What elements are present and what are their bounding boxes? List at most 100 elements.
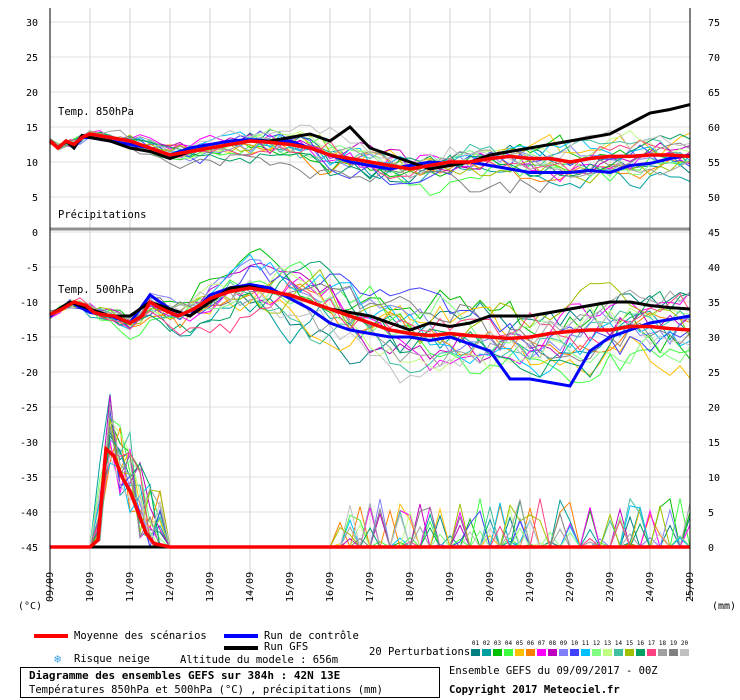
perturbation-swatch: 03	[492, 640, 503, 660]
bottom-left-tick: -10	[20, 298, 38, 309]
bottom-left-tick: -45	[20, 543, 38, 554]
perturbation-code: 03	[493, 640, 502, 647]
x-tick-label: 24/09	[645, 572, 656, 602]
perturbation-code: 11	[581, 640, 590, 647]
perturbation-code: 06	[526, 640, 535, 647]
perturbation-color	[471, 649, 480, 656]
x-tick-label: 15/09	[285, 572, 296, 602]
x-tick-label: 21/09	[525, 572, 536, 602]
ensemble-member-850	[49, 133, 691, 171]
perturbation-color	[680, 649, 689, 656]
top-right-tick: 70	[708, 53, 720, 64]
ensemble-member-500	[49, 266, 691, 372]
legend-mean-swatch	[34, 634, 68, 638]
copyright: Copyright 2017 Meteociel.fr	[449, 684, 620, 696]
top-left-tick: 25	[26, 53, 38, 64]
snowflake-icon: ❄	[54, 652, 62, 666]
perturbation-code: 17	[647, 640, 656, 647]
x-tick-label: 20/09	[485, 572, 496, 602]
precip-label: Précipitations	[58, 209, 147, 221]
bottom-left-tick: -15	[20, 333, 38, 344]
legend-snow-label: Risque neige	[74, 653, 150, 665]
axes: 09/0910/0911/0912/0913/0914/0915/0916/09…	[20, 8, 720, 602]
perturbation-code: 09	[559, 640, 568, 647]
perturbation-code: 05	[515, 640, 524, 647]
perturbation-swatch: 04	[503, 640, 514, 660]
title-box: Diagramme des ensembles GEFS sur 384h : …	[20, 667, 440, 698]
perturbation-swatch: 06	[525, 640, 536, 660]
perturbation-swatch: 20	[679, 640, 690, 660]
perturbation-code: 20	[680, 640, 689, 647]
bottom-right-tick: 10	[708, 473, 720, 484]
perturbation-code: 15	[625, 640, 634, 647]
bottom-right-tick: 45	[708, 228, 720, 239]
perturbation-code: 10	[570, 640, 579, 647]
perturbation-swatch: 05	[514, 640, 525, 660]
top-right-tick: 65	[708, 88, 720, 99]
run-info: Ensemble GEFS du 09/09/2017 - 00Z	[449, 665, 658, 677]
perturbation-color	[482, 649, 491, 656]
x-tick-label: 16/09	[325, 572, 336, 602]
ensemble-member-500	[49, 279, 691, 384]
perturbation-swatch: 15	[624, 640, 635, 660]
top-right-tick: 50	[708, 193, 720, 204]
perturbation-swatch: 13	[602, 640, 613, 660]
bottom-left-tick: -35	[20, 473, 38, 484]
altitude-label: Altitude du modele : 656m	[180, 654, 339, 666]
bottom-left-tick: -5	[26, 263, 38, 274]
bottom-right-tick: 20	[708, 403, 720, 414]
x-tick-label: 11/09	[125, 572, 136, 602]
gfs-850-line	[49, 103, 691, 171]
perturbation-code: 02	[482, 640, 491, 647]
perturbation-color	[548, 649, 557, 656]
perturbation-color	[603, 649, 612, 656]
perturbation-swatch: 08	[547, 640, 558, 660]
top-left-tick: 5	[32, 193, 38, 204]
chart-title: Diagramme des ensembles GEFS sur 384h : …	[29, 669, 341, 682]
bottom-right-tick: 15	[708, 438, 720, 449]
perturbation-swatch: 17	[646, 640, 657, 660]
bottom-right-tick: 5	[708, 508, 714, 519]
perturbation-swatch: 09	[558, 640, 569, 660]
perturbation-swatch: 01	[470, 640, 481, 660]
legend-control-label: Run de contrôle	[264, 630, 359, 642]
ensemble-member-850	[49, 134, 691, 194]
perturbation-swatches: 01 02 03 04 05 06 07 08 09 10 11 12 13 14 15 16 17 18 19 20	[470, 640, 690, 660]
top-right-tick: 55	[708, 158, 720, 169]
ensemble-member-500	[49, 268, 691, 345]
x-tick-label: 12/09	[165, 572, 176, 602]
bottom-right-tick: 30	[708, 333, 720, 344]
x-tick-label: 14/09	[245, 572, 256, 602]
perturbation-swatch: 19	[668, 640, 679, 660]
perturbation-color	[504, 649, 513, 656]
perturbation-swatch: 16	[635, 640, 646, 660]
x-tick-label: 22/09	[565, 572, 576, 602]
mean-precip-line	[50, 445, 690, 549]
perturbation-code: 01	[471, 640, 480, 647]
perturbation-color	[658, 649, 667, 656]
top-right-tick: 75	[708, 18, 720, 29]
left-unit-label: (°C)	[18, 601, 42, 612]
top-left-tick: 10	[26, 158, 38, 169]
perturbation-code: 16	[636, 640, 645, 647]
x-tick-label: 19/09	[445, 572, 456, 602]
mean-500-line	[49, 286, 691, 341]
perturbation-swatch: 07	[536, 640, 547, 660]
perturbation-color	[669, 649, 678, 656]
top-left-tick: 20	[26, 88, 38, 99]
bottom-left-tick: -40	[20, 508, 38, 519]
grid-lines	[49, 8, 691, 598]
perturbation-code: 18	[658, 640, 667, 647]
control-500-line	[49, 282, 691, 388]
legend-control-swatch	[224, 634, 258, 638]
perturbation-swatch: 14	[613, 640, 624, 660]
perturbation-color	[647, 649, 656, 656]
bottom-left-tick: -20	[20, 368, 38, 379]
perturbation-swatch: 18	[657, 640, 668, 660]
perturbation-color	[570, 649, 579, 656]
legend-mean-label: Moyenne des scénarios	[74, 630, 207, 642]
bottom-right-tick: 25	[708, 368, 720, 379]
perturbation-color	[581, 649, 590, 656]
bottom-right-tick: 0	[708, 543, 714, 554]
